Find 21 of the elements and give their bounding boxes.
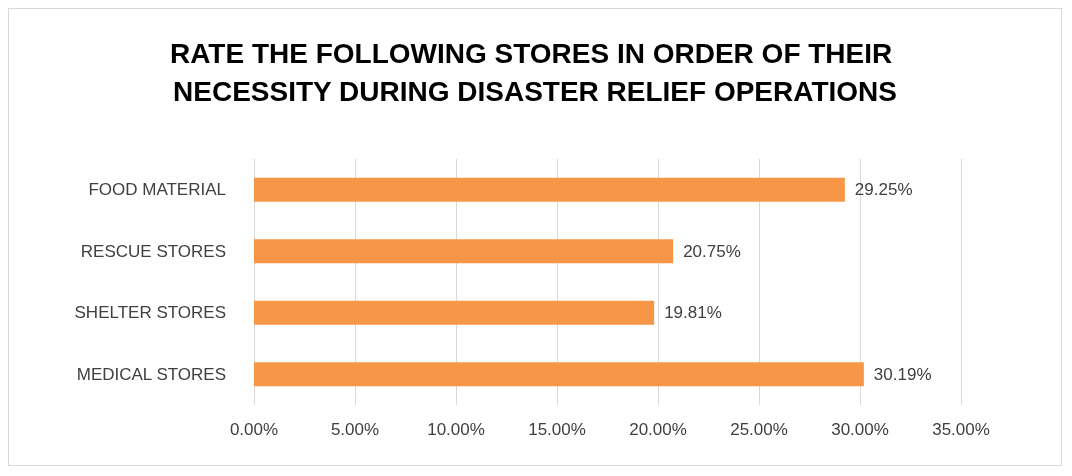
x-tick-label: 5.00%	[330, 420, 380, 439]
chart-title: RATE THE FOLLOWING STORES IN ORDER OF THEIR NECESSITY DURING DISASTER RELIEF OPERATIONS	[169, 37, 901, 107]
x-tick-label: 10.00%	[427, 420, 485, 439]
x-tick-label: 25.00%	[730, 420, 788, 439]
data-label: 30.19%	[873, 364, 932, 384]
data-label: 19.81%	[664, 303, 722, 323]
bar	[254, 300, 655, 325]
x-tick-label: 20.00%	[629, 420, 687, 439]
data-label: 29.25%	[854, 180, 913, 200]
y-tick-label: FOOD MATERIAL	[88, 180, 226, 200]
y-tick-label: SHELTER STORES	[74, 303, 226, 323]
x-tick-label: 35.00%	[932, 420, 990, 439]
x-tick-label: 30.00%	[831, 420, 889, 439]
bar	[254, 239, 674, 264]
bar	[254, 362, 864, 387]
x-tick-label: 0.00%	[229, 420, 279, 439]
bar	[254, 177, 845, 202]
x-tick-label: 15.00%	[528, 420, 586, 439]
y-tick-label: RESCUE STORES	[80, 241, 226, 261]
y-tick-label: MEDICAL STORES	[76, 364, 226, 384]
data-label: 20.75%	[683, 241, 741, 261]
